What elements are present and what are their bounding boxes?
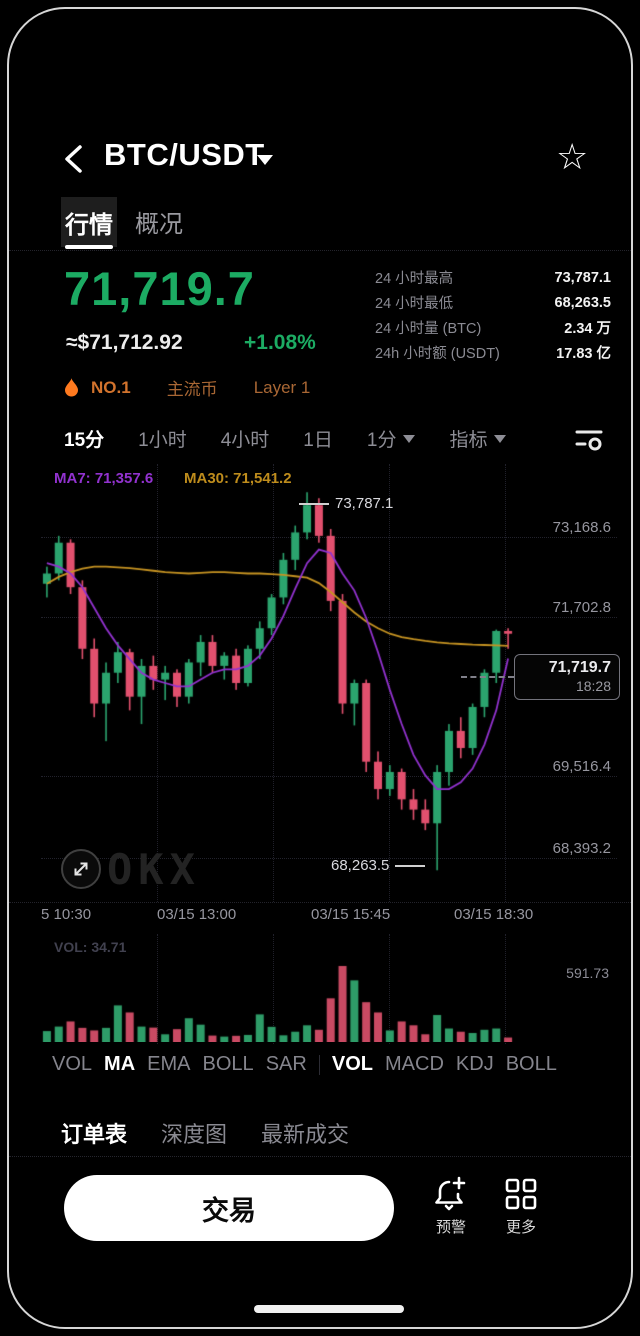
tab-order-book[interactable]: 订单表: [61, 1122, 128, 1147]
timeframe-toolbar: 15分 1小时 4小时 1日 1分 指标: [64, 425, 604, 452]
tab-overview[interactable]: 概况: [135, 211, 183, 238]
y-axis-label: 69,516.4: [552, 758, 611, 775]
grid-icon: [505, 1178, 537, 1210]
badge-row[interactable]: NO.1 主流币 Layer 1: [64, 375, 310, 400]
low-annotation-value: 68,263.5: [331, 857, 390, 874]
stat-label: 24 小时最低: [375, 296, 454, 312]
indicator-ema[interactable]: EMA: [147, 1053, 191, 1075]
back-icon[interactable]: [59, 141, 89, 177]
indicator-ma[interactable]: MA: [104, 1053, 136, 1075]
x-axis-label: 03/15 18:30: [454, 906, 534, 923]
fiat-price: ≈$71,712.92: [66, 331, 183, 354]
divider: [318, 1054, 320, 1075]
tab-latest-trades[interactable]: 最新成交: [261, 1122, 350, 1147]
okx-watermark: OKX: [107, 845, 201, 894]
stat-value: 73,787.1: [554, 269, 611, 286]
expand-icon: [74, 862, 88, 876]
y-axis-label: 71,702.8: [552, 599, 611, 616]
pair-dropdown-icon[interactable]: [257, 155, 273, 165]
indicator-kdj[interactable]: KDJ: [455, 1053, 494, 1075]
timeframe-4h[interactable]: 4小时: [220, 430, 270, 451]
timeframe-15m[interactable]: 15分: [64, 430, 105, 451]
favorite-star-icon[interactable]: ☆: [556, 136, 589, 177]
last-price-line: [461, 676, 514, 678]
indicator-dropdown[interactable]: 指标: [449, 425, 507, 452]
timeframe-dropdown[interactable]: 1分: [367, 425, 416, 452]
y-axis-label: 68,393.2: [552, 840, 611, 857]
chevron-down-icon: [403, 434, 416, 443]
stat-label: 24 小时最高: [375, 271, 454, 287]
x-axis-label: 03/15 13:00: [157, 906, 237, 923]
last-price-tag[interactable]: 71,719.7 18:28: [514, 654, 620, 700]
countdown-timer: 18:28: [575, 678, 611, 694]
timeframe-1d[interactable]: 1日: [303, 430, 333, 451]
flame-icon: [65, 378, 78, 397]
more-button[interactable]: 更多: [489, 1175, 553, 1237]
stat-value: 68,263.5: [554, 294, 611, 311]
volume-chart[interactable]: [41, 962, 514, 1042]
x-axis-label: 03/15 15:45: [311, 906, 391, 923]
indicator-boll-main[interactable]: BOLL: [202, 1053, 254, 1075]
pair-title[interactable]: BTC/USDT: [104, 137, 265, 172]
tag-layer1: Layer 1: [253, 377, 311, 397]
high-annotation: 73,787.1: [299, 495, 393, 512]
stat-row: 24 小时最高 73,787.1: [375, 265, 611, 290]
change-percent: +1.08%: [244, 331, 316, 354]
volume-legend: VOL: 34.71: [54, 939, 127, 955]
tab-depth-chart[interactable]: 深度图: [161, 1122, 228, 1147]
low-annotation: 68,263.5: [331, 857, 426, 874]
chart-settings-icon[interactable]: [574, 426, 604, 452]
phone-frame: BTC/USDT ☆ 行情 概况 71,719.7 ≈$71,712.92 +1…: [7, 7, 633, 1329]
indicator-sar[interactable]: SAR: [265, 1053, 307, 1075]
indicator-boll-sub[interactable]: BOLL: [505, 1053, 557, 1075]
indicator-vol-main[interactable]: VOL: [52, 1053, 93, 1075]
fullscreen-button[interactable]: [61, 849, 101, 889]
stat-row: 24 小时最低 68,263.5: [375, 290, 611, 315]
timeframe-dropdown-label: 1分: [366, 430, 397, 451]
stat-label: 24 小时量 (BTC): [375, 321, 482, 337]
candlestick-chart[interactable]: [41, 464, 514, 902]
indicator-tab-row: VOL MA EMA BOLL SAR VOL MACD KDJ BOLL: [52, 1053, 557, 1076]
indicator-macd[interactable]: MACD: [385, 1053, 444, 1075]
last-price: 71,719.7: [64, 262, 255, 315]
timeframe-1h[interactable]: 1小时: [138, 430, 187, 451]
high-annotation-value: 73,787.1: [335, 495, 394, 512]
orderbook-tab-row: 订单表 深度图 最新成交: [61, 1117, 349, 1149]
alert-button[interactable]: 预警: [419, 1175, 483, 1237]
stat-value: 17.83 亿: [556, 346, 611, 362]
stat-label: 24h 小时额 (USDT): [375, 346, 500, 362]
y-axis-label: 73,168.6: [552, 519, 611, 536]
tag-mainstream: 主流币: [166, 380, 218, 399]
last-price-tag-value: 71,719.7: [548, 659, 611, 676]
alert-label: 预警: [435, 1219, 466, 1236]
tab-market[interactable]: 行情: [61, 197, 117, 247]
trade-button[interactable]: 交易: [64, 1175, 394, 1241]
stat-row: 24 小时量 (BTC) 2.34 万: [375, 315, 611, 340]
stat-row: 24h 小时额 (USDT) 17.83 亿: [375, 340, 611, 365]
divider: [9, 902, 631, 903]
chevron-down-icon: [494, 434, 507, 443]
divider: [9, 250, 631, 251]
divider: [9, 1156, 631, 1157]
bell-plus-icon: [435, 1176, 466, 1211]
indicator-vol-sub[interactable]: VOL: [331, 1053, 373, 1075]
home-indicator: [254, 1305, 404, 1313]
volume-axis-label: 591.73: [566, 965, 609, 981]
x-axis-label: 5 10:30: [41, 906, 92, 923]
more-label: 更多: [505, 1219, 536, 1236]
annotation-line: [299, 502, 329, 505]
annotation-line: [395, 864, 426, 867]
stats-panel: 24 小时最高 73,787.1 24 小时最低 68,263.5 24 小时量 (…: [375, 265, 611, 365]
indicator-dropdown-label: 指标: [449, 430, 488, 451]
rank-badge: NO.1: [91, 377, 131, 397]
active-tab-underline: [65, 245, 113, 249]
stat-value: 2.34 万: [564, 321, 611, 337]
